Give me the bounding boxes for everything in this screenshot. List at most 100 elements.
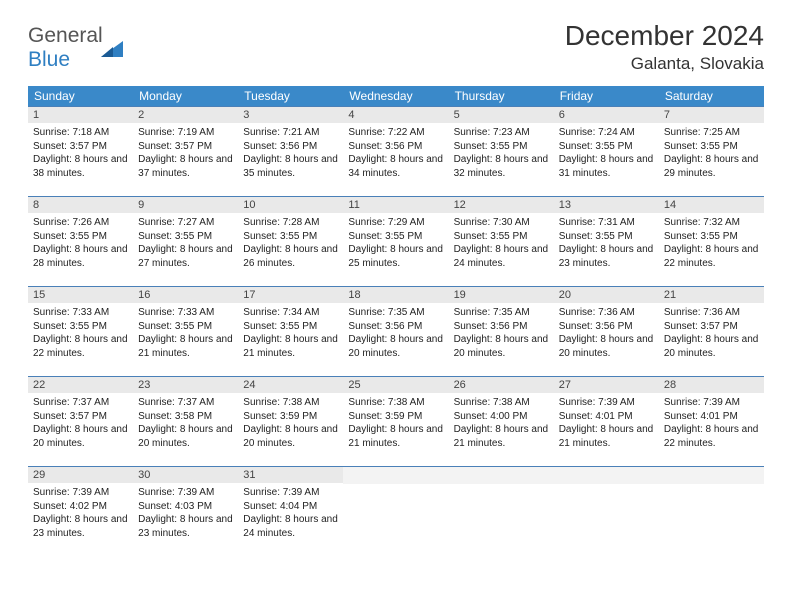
day-header: Wednesday — [343, 86, 448, 107]
day-number: 14 — [659, 197, 764, 213]
location: Galanta, Slovakia — [565, 54, 764, 74]
day-body: Sunrise: 7:34 AMSunset: 3:55 PMDaylight:… — [238, 303, 343, 363]
calendar-day-cell: 9Sunrise: 7:27 AMSunset: 3:55 PMDaylight… — [133, 197, 238, 287]
calendar-day-cell: 16Sunrise: 7:33 AMSunset: 3:55 PMDayligh… — [133, 287, 238, 377]
day-number: 23 — [133, 377, 238, 393]
day-number: 7 — [659, 107, 764, 123]
calendar-day-cell: 14Sunrise: 7:32 AMSunset: 3:55 PMDayligh… — [659, 197, 764, 287]
calendar-day-cell: 10Sunrise: 7:28 AMSunset: 3:55 PMDayligh… — [238, 197, 343, 287]
day-number: 1 — [28, 107, 133, 123]
calendar-day-cell: 5Sunrise: 7:23 AMSunset: 3:55 PMDaylight… — [449, 107, 554, 197]
calendar-day-cell: 3Sunrise: 7:21 AMSunset: 3:56 PMDaylight… — [238, 107, 343, 197]
day-number: 21 — [659, 287, 764, 303]
day-number: 13 — [554, 197, 659, 213]
day-number: 2 — [133, 107, 238, 123]
day-body: Sunrise: 7:28 AMSunset: 3:55 PMDaylight:… — [238, 213, 343, 273]
calendar-header-row: SundayMondayTuesdayWednesdayThursdayFrid… — [28, 86, 764, 107]
day-number: 17 — [238, 287, 343, 303]
day-body: Sunrise: 7:19 AMSunset: 3:57 PMDaylight:… — [133, 123, 238, 183]
day-number: 8 — [28, 197, 133, 213]
calendar-day-cell: 7Sunrise: 7:25 AMSunset: 3:55 PMDaylight… — [659, 107, 764, 197]
day-number: 22 — [28, 377, 133, 393]
logo-text: General Blue — [28, 24, 103, 72]
calendar-day-cell — [554, 467, 659, 557]
calendar-day-cell: 13Sunrise: 7:31 AMSunset: 3:55 PMDayligh… — [554, 197, 659, 287]
day-body: Sunrise: 7:35 AMSunset: 3:56 PMDaylight:… — [449, 303, 554, 363]
day-number-empty — [343, 467, 448, 484]
day-number: 3 — [238, 107, 343, 123]
day-number-empty — [554, 467, 659, 484]
calendar-day-cell — [343, 467, 448, 557]
logo-word-2: Blue — [28, 48, 70, 71]
day-header: Saturday — [659, 86, 764, 107]
day-body: Sunrise: 7:36 AMSunset: 3:56 PMDaylight:… — [554, 303, 659, 363]
calendar-day-cell: 27Sunrise: 7:39 AMSunset: 4:01 PMDayligh… — [554, 377, 659, 467]
calendar-day-cell — [449, 467, 554, 557]
calendar-day-cell: 28Sunrise: 7:39 AMSunset: 4:01 PMDayligh… — [659, 377, 764, 467]
day-header: Tuesday — [238, 86, 343, 107]
day-number: 4 — [343, 107, 448, 123]
day-number: 10 — [238, 197, 343, 213]
day-number: 30 — [133, 467, 238, 483]
day-body: Sunrise: 7:38 AMSunset: 4:00 PMDaylight:… — [449, 393, 554, 453]
day-number: 16 — [133, 287, 238, 303]
day-number: 20 — [554, 287, 659, 303]
day-body: Sunrise: 7:31 AMSunset: 3:55 PMDaylight:… — [554, 213, 659, 273]
calendar-week-row: 8Sunrise: 7:26 AMSunset: 3:55 PMDaylight… — [28, 197, 764, 287]
calendar-day-cell: 1Sunrise: 7:18 AMSunset: 3:57 PMDaylight… — [28, 107, 133, 197]
day-body: Sunrise: 7:37 AMSunset: 3:57 PMDaylight:… — [28, 393, 133, 453]
day-number: 5 — [449, 107, 554, 123]
calendar-table: SundayMondayTuesdayWednesdayThursdayFrid… — [28, 86, 764, 557]
day-body: Sunrise: 7:32 AMSunset: 3:55 PMDaylight:… — [659, 213, 764, 273]
logo: General Blue — [28, 20, 125, 72]
day-number: 15 — [28, 287, 133, 303]
day-number: 26 — [449, 377, 554, 393]
day-body: Sunrise: 7:33 AMSunset: 3:55 PMDaylight:… — [28, 303, 133, 363]
calendar-day-cell: 20Sunrise: 7:36 AMSunset: 3:56 PMDayligh… — [554, 287, 659, 377]
calendar-week-row: 29Sunrise: 7:39 AMSunset: 4:02 PMDayligh… — [28, 467, 764, 557]
day-body: Sunrise: 7:24 AMSunset: 3:55 PMDaylight:… — [554, 123, 659, 183]
calendar-week-row: 15Sunrise: 7:33 AMSunset: 3:55 PMDayligh… — [28, 287, 764, 377]
calendar-day-cell: 17Sunrise: 7:34 AMSunset: 3:55 PMDayligh… — [238, 287, 343, 377]
header: General Blue December 2024 Galanta, Slov… — [28, 20, 764, 74]
calendar-day-cell: 23Sunrise: 7:37 AMSunset: 3:58 PMDayligh… — [133, 377, 238, 467]
calendar-day-cell: 30Sunrise: 7:39 AMSunset: 4:03 PMDayligh… — [133, 467, 238, 557]
day-header: Sunday — [28, 86, 133, 107]
day-header: Friday — [554, 86, 659, 107]
day-body: Sunrise: 7:33 AMSunset: 3:55 PMDaylight:… — [133, 303, 238, 363]
calendar-day-cell: 21Sunrise: 7:36 AMSunset: 3:57 PMDayligh… — [659, 287, 764, 377]
page-title: December 2024 — [565, 20, 764, 52]
day-body: Sunrise: 7:36 AMSunset: 3:57 PMDaylight:… — [659, 303, 764, 363]
day-number: 12 — [449, 197, 554, 213]
calendar-day-cell: 26Sunrise: 7:38 AMSunset: 4:00 PMDayligh… — [449, 377, 554, 467]
calendar-day-cell — [659, 467, 764, 557]
day-body: Sunrise: 7:38 AMSunset: 3:59 PMDaylight:… — [238, 393, 343, 453]
day-body: Sunrise: 7:39 AMSunset: 4:02 PMDaylight:… — [28, 483, 133, 543]
day-number-empty — [449, 467, 554, 484]
day-body: Sunrise: 7:21 AMSunset: 3:56 PMDaylight:… — [238, 123, 343, 183]
calendar-week-row: 1Sunrise: 7:18 AMSunset: 3:57 PMDaylight… — [28, 107, 764, 197]
title-block: December 2024 Galanta, Slovakia — [565, 20, 764, 74]
calendar-day-cell: 15Sunrise: 7:33 AMSunset: 3:55 PMDayligh… — [28, 287, 133, 377]
day-body: Sunrise: 7:39 AMSunset: 4:04 PMDaylight:… — [238, 483, 343, 543]
day-number: 31 — [238, 467, 343, 483]
day-body: Sunrise: 7:39 AMSunset: 4:03 PMDaylight:… — [133, 483, 238, 543]
calendar-day-cell: 25Sunrise: 7:38 AMSunset: 3:59 PMDayligh… — [343, 377, 448, 467]
day-body: Sunrise: 7:39 AMSunset: 4:01 PMDaylight:… — [554, 393, 659, 453]
day-body: Sunrise: 7:29 AMSunset: 3:55 PMDaylight:… — [343, 213, 448, 273]
day-header: Monday — [133, 86, 238, 107]
day-number: 6 — [554, 107, 659, 123]
calendar-day-cell: 4Sunrise: 7:22 AMSunset: 3:56 PMDaylight… — [343, 107, 448, 197]
day-header: Thursday — [449, 86, 554, 107]
logo-word-1: General — [28, 24, 103, 47]
day-number: 18 — [343, 287, 448, 303]
day-body: Sunrise: 7:37 AMSunset: 3:58 PMDaylight:… — [133, 393, 238, 453]
day-body: Sunrise: 7:26 AMSunset: 3:55 PMDaylight:… — [28, 213, 133, 273]
calendar-day-cell: 19Sunrise: 7:35 AMSunset: 3:56 PMDayligh… — [449, 287, 554, 377]
calendar-day-cell: 6Sunrise: 7:24 AMSunset: 3:55 PMDaylight… — [554, 107, 659, 197]
day-body: Sunrise: 7:18 AMSunset: 3:57 PMDaylight:… — [28, 123, 133, 183]
day-number: 19 — [449, 287, 554, 303]
day-number: 25 — [343, 377, 448, 393]
day-body: Sunrise: 7:25 AMSunset: 3:55 PMDaylight:… — [659, 123, 764, 183]
calendar-day-cell: 29Sunrise: 7:39 AMSunset: 4:02 PMDayligh… — [28, 467, 133, 557]
